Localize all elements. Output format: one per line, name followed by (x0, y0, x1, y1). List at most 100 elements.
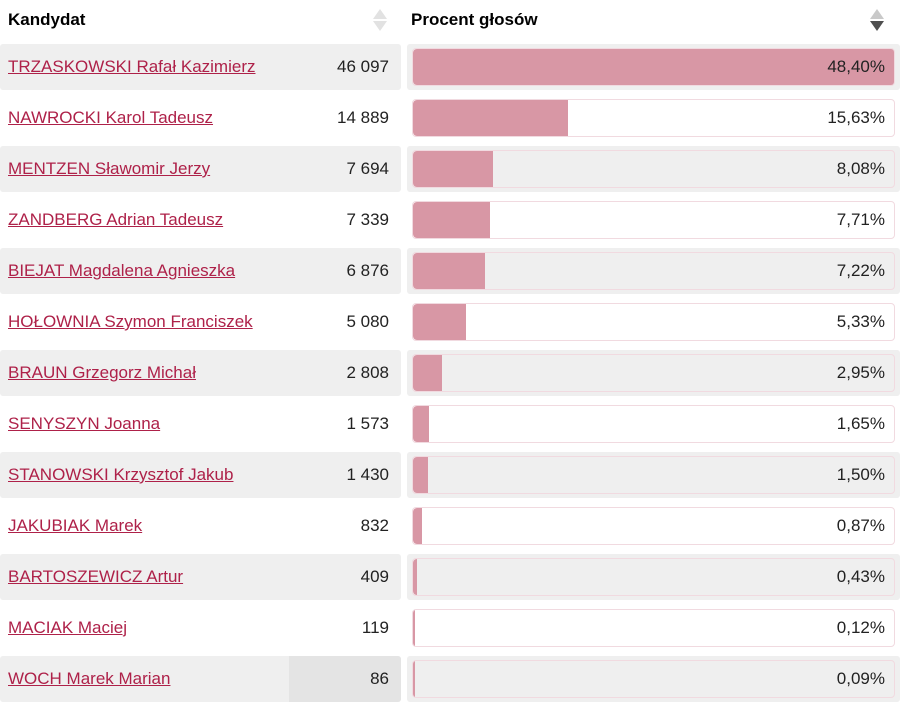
percent-bar-fill (413, 253, 485, 289)
sort-up-arrow-icon (870, 8, 884, 19)
candidate-cell: MENTZEN Sławomir Jerzy 7 694 (0, 146, 401, 192)
candidate-cell: WOCH Marek Marian 86 (0, 656, 401, 702)
column-gutter (401, 197, 407, 243)
votes-value: 1 430 (346, 465, 389, 484)
percent-bar-fill (413, 661, 415, 697)
candidate-cell: BRAUN Grzegorz Michał 2 808 (0, 350, 401, 396)
column-gutter (401, 146, 407, 192)
sort-neutral-icon[interactable] (373, 8, 387, 31)
candidate-link[interactable]: JAKUBIAK Marek (8, 516, 143, 535)
candidate-name-wrap: JAKUBIAK Marek (0, 516, 289, 536)
votes-value: 2 808 (346, 363, 389, 382)
table-row: STANOWSKI Krzysztof Jakub 1 430 1,50% (0, 452, 900, 498)
table-row: BARTOSZEWICZ Artur 409 0,43% (0, 554, 900, 600)
percent-value: 1,50% (836, 465, 885, 484)
percent-bar-fill (413, 304, 466, 340)
candidate-link[interactable]: HOŁOWNIA Szymon Franciszek (8, 312, 253, 331)
percent-bar-fill (413, 457, 428, 493)
percent-cell: 0,87% (407, 503, 900, 549)
percent-value: 7,71% (836, 210, 885, 229)
votes-value: 119 (361, 618, 389, 637)
percent-cell: 0,09% (407, 656, 900, 702)
percent-cell: 1,65% (407, 401, 900, 447)
sort-up-arrow-icon (373, 8, 387, 19)
percent-bar-fill (413, 355, 443, 391)
percent-cell: 0,43% (407, 554, 900, 600)
candidate-cell: MACIAK Maciej 119 (0, 605, 401, 651)
votes-value: 14 889 (337, 108, 389, 127)
votes-value: 7 339 (346, 210, 389, 229)
table-row: JAKUBIAK Marek 832 0,87% (0, 503, 900, 549)
column-gutter (401, 95, 407, 141)
candidate-cell: STANOWSKI Krzysztof Jakub 1 430 (0, 452, 401, 498)
percent-bar-track: 0,87% (412, 507, 895, 545)
column-gutter (401, 452, 407, 498)
table-row: WOCH Marek Marian 86 0,09% (0, 656, 900, 702)
column-header-kandydat[interactable]: Kandydat (0, 0, 401, 39)
percent-value: 8,08% (836, 159, 885, 178)
table-row: SENYSZYN Joanna 1 573 1,65% (0, 401, 900, 447)
percent-value: 48,40% (827, 57, 885, 76)
candidate-name-wrap: HOŁOWNIA Szymon Franciszek (0, 312, 289, 332)
column-gutter (401, 44, 407, 90)
column-gutter (401, 401, 407, 447)
candidate-link[interactable]: SENYSZYN Joanna (8, 414, 161, 433)
candidate-name-wrap: MACIAK Maciej (0, 618, 289, 638)
table-row: TRZASKOWSKI Rafał Kazimierz 46 097 48,40… (0, 44, 900, 90)
column-label-kandydat[interactable]: Kandydat (8, 9, 86, 29)
percent-bar-track: 2,95% (412, 354, 895, 392)
candidate-link[interactable]: TRZASKOWSKI Rafał Kazimierz (8, 57, 256, 76)
table-header: Kandydat Procent głosów (0, 0, 900, 39)
percent-cell: 7,71% (407, 197, 900, 243)
candidate-link[interactable]: MENTZEN Sławomir Jerzy (8, 159, 211, 178)
percent-cell: 0,12% (407, 605, 900, 651)
column-label-procent[interactable]: Procent głosów (411, 9, 538, 29)
percent-cell: 15,63% (407, 95, 900, 141)
candidate-link[interactable]: BARTOSZEWICZ Artur (8, 567, 184, 586)
candidate-name-wrap: BARTOSZEWICZ Artur (0, 567, 289, 587)
candidate-name-wrap: NAWROCKI Karol Tadeusz (0, 108, 289, 128)
percent-value: 15,63% (827, 108, 885, 127)
percent-bar-fill (413, 610, 415, 646)
candidate-link[interactable]: MACIAK Maciej (8, 618, 128, 637)
percent-value: 0,09% (836, 669, 885, 688)
table-row: BIEJAT Magdalena Agnieszka 6 876 7,22% (0, 248, 900, 294)
candidate-link[interactable]: ZANDBERG Adrian Tadeusz (8, 210, 224, 229)
percent-bar-fill (413, 202, 490, 238)
table-row: ZANDBERG Adrian Tadeusz 7 339 7,71% (0, 197, 900, 243)
percent-value: 0,87% (836, 516, 885, 535)
table-row: NAWROCKI Karol Tadeusz 14 889 15,63% (0, 95, 900, 141)
candidate-link[interactable]: BIEJAT Magdalena Agnieszka (8, 261, 236, 280)
percent-bar-track: 8,08% (412, 150, 895, 188)
percent-cell: 2,95% (407, 350, 900, 396)
percent-bar-fill (413, 508, 422, 544)
candidate-name-wrap: BRAUN Grzegorz Michał (0, 363, 289, 383)
percent-cell: 1,50% (407, 452, 900, 498)
candidate-link[interactable]: STANOWSKI Krzysztof Jakub (8, 465, 234, 484)
percent-bar-track: 0,12% (412, 609, 895, 647)
sort-desc-icon[interactable] (870, 8, 884, 31)
percent-value: 2,95% (836, 363, 885, 382)
percent-bar-track: 15,63% (412, 99, 895, 137)
percent-bar-track: 1,65% (412, 405, 895, 443)
votes-value: 46 097 (337, 57, 389, 76)
percent-value: 7,22% (836, 261, 885, 280)
candidate-name-wrap: MENTZEN Sławomir Jerzy (0, 159, 289, 179)
column-gutter (401, 605, 407, 651)
column-gutter (401, 248, 407, 294)
table-row: HOŁOWNIA Szymon Franciszek 5 080 5,33% (0, 299, 900, 345)
percent-cell: 48,40% (407, 44, 900, 90)
candidate-cell: TRZASKOWSKI Rafał Kazimierz 46 097 (0, 44, 401, 90)
votes-value: 832 (360, 516, 389, 535)
candidate-name-wrap: STANOWSKI Krzysztof Jakub (0, 465, 289, 485)
candidate-link[interactable]: WOCH Marek Marian (8, 669, 171, 688)
percent-bar-track: 7,22% (412, 252, 895, 290)
percent-bar-fill (413, 559, 418, 595)
candidate-link[interactable]: BRAUN Grzegorz Michał (8, 363, 196, 382)
column-header-procent[interactable]: Procent głosów (407, 0, 900, 39)
percent-cell: 7,22% (407, 248, 900, 294)
sort-down-arrow-icon (373, 20, 387, 31)
candidate-name-wrap: WOCH Marek Marian (0, 669, 289, 689)
candidate-link[interactable]: NAWROCKI Karol Tadeusz (8, 108, 214, 127)
votes-value: 6 876 (346, 261, 389, 280)
